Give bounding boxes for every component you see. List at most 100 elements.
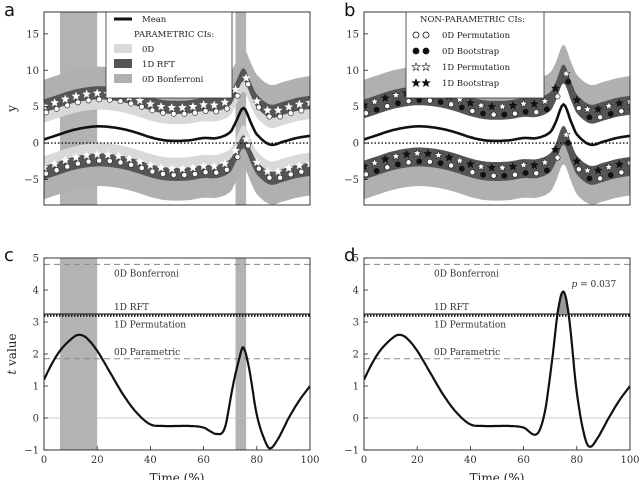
ci-marker-star xyxy=(294,160,304,170)
ci-marker-star xyxy=(593,165,603,175)
panel-d: 0D Bonferroni 1D RFT 1D Permutation 0D Para… xyxy=(344,245,640,480)
ci-marker-star xyxy=(401,149,412,159)
ci-marker-star xyxy=(262,105,272,115)
y-axis-label: y xyxy=(5,105,19,113)
ci-marker-circle xyxy=(512,171,518,178)
ci-marker-circle xyxy=(44,109,49,116)
ci-marker-star xyxy=(561,68,571,78)
x-tick-label: 0 xyxy=(41,455,47,466)
ci-marker-circle xyxy=(607,172,614,179)
ci-marker-circle xyxy=(96,157,103,164)
ci-marker-star xyxy=(391,151,401,161)
panel-b: −5 0 5 10 15 b NON-PARAMETRIC CIs: 0D Permutati… xyxy=(344,0,631,206)
ci-marker-circle xyxy=(266,174,273,181)
ci-marker-star xyxy=(177,102,187,112)
ci-marker-circle xyxy=(458,104,465,111)
ci-marker-star xyxy=(177,164,187,173)
y-tick-label: 2 xyxy=(353,350,359,361)
ci-marker-circle xyxy=(480,110,486,117)
ci-band-b-0-upper xyxy=(364,44,630,116)
x-tick-label: 60 xyxy=(197,455,210,466)
y-tick-label: 15 xyxy=(346,29,359,40)
p-symbol: p xyxy=(571,280,577,290)
ci-marker-circle xyxy=(85,158,92,165)
ci-marker-star xyxy=(465,98,476,108)
ci-marker-star xyxy=(167,102,177,112)
legend-entry-a-3-label: 1D RFT xyxy=(142,60,175,70)
y-tick-label: 4 xyxy=(33,286,39,297)
ci-marker-circle xyxy=(448,162,455,169)
ci-marker-circle xyxy=(160,171,166,177)
ci-marker-star xyxy=(113,151,124,161)
ci-marker-star xyxy=(135,157,145,166)
ci-marker-circle xyxy=(480,171,486,178)
ci-marker-circle xyxy=(213,169,220,176)
plot-area-a xyxy=(44,12,310,205)
ci-marker-star xyxy=(412,148,422,158)
legend-entry-b-1-swatch xyxy=(422,31,430,39)
ci-marker-circle xyxy=(53,167,60,174)
ci-marker-star xyxy=(50,159,60,168)
ci-marker-star xyxy=(508,100,518,110)
plot-area-c xyxy=(44,258,310,450)
ci-marker-circle xyxy=(490,172,497,179)
ci-marker-star xyxy=(273,105,283,115)
ci-marker-star xyxy=(284,163,294,173)
x-tick-label: 20 xyxy=(91,455,104,466)
x-tick-label: 20 xyxy=(411,455,424,466)
x-axis-label: Time (%) xyxy=(470,471,525,480)
y-axis-label: t value xyxy=(5,333,19,374)
ci-marker-circle xyxy=(85,97,92,104)
ci-marker-star xyxy=(614,159,625,169)
ci-marker-star xyxy=(199,161,209,170)
ci-marker-star xyxy=(60,155,70,165)
y-tick-label: 0 xyxy=(33,139,39,150)
ci-marker-star xyxy=(444,152,454,162)
ci-marker-circle xyxy=(373,168,380,174)
ci-marker-circle xyxy=(437,99,444,105)
legend-entry-b-3-swatch xyxy=(421,61,431,72)
ci-marker-star xyxy=(369,96,380,106)
ci-marker-star xyxy=(455,155,465,165)
ci-marker-circle xyxy=(543,167,550,174)
mean-line-b xyxy=(364,102,630,147)
ci-marker-circle xyxy=(364,110,369,117)
ci-marker-circle xyxy=(223,105,230,112)
tvalue-curve-c xyxy=(44,333,310,450)
ci-marker-star xyxy=(625,96,630,106)
ci-marker-circle xyxy=(138,165,145,171)
ci-marker-star xyxy=(518,98,529,108)
legend-entry-b-2-label: 0D Bootstrap xyxy=(442,47,500,57)
ci-marker-circle xyxy=(213,108,220,115)
ci-marker-star xyxy=(82,89,92,99)
y-tick-label: 0 xyxy=(353,139,359,150)
x-tick-label: 0 xyxy=(361,455,367,466)
threshold-label-c-3: 0D Parametric xyxy=(114,348,180,358)
ci-marker-circle xyxy=(96,96,103,103)
ci-marker-circle xyxy=(170,110,177,117)
ci-marker-star xyxy=(230,145,241,155)
panel-letter-c: c xyxy=(4,245,14,266)
ci-marker-star xyxy=(487,162,497,172)
ci-marker-circle xyxy=(384,164,391,171)
ci-marker-star xyxy=(209,100,219,110)
tvalue-curve-d xyxy=(364,290,630,448)
x-tick-label: 100 xyxy=(620,455,639,466)
panel-letter-b: b xyxy=(344,0,355,21)
ci-marker-circle xyxy=(405,98,412,105)
ci-marker-star xyxy=(391,90,401,100)
ci-marker-circle xyxy=(554,93,561,100)
ci-marker-circle xyxy=(426,97,433,104)
ci-marker-circle xyxy=(170,172,177,178)
ci-marker-star xyxy=(230,84,241,94)
ci-band-b-1-lower xyxy=(364,125,630,185)
ci-marker-star xyxy=(188,101,198,111)
ci-marker-star xyxy=(103,150,113,159)
legend-entry-b-1-label: 0D Permutation xyxy=(442,31,511,41)
y-tick-label: 0 xyxy=(353,414,359,425)
ci-marker-circle xyxy=(192,109,198,116)
ci-marker-circle xyxy=(128,100,135,107)
ci-marker-star xyxy=(294,99,304,109)
ci-marker-star xyxy=(625,157,630,167)
legend-entry-b-4-swatch xyxy=(421,77,431,88)
